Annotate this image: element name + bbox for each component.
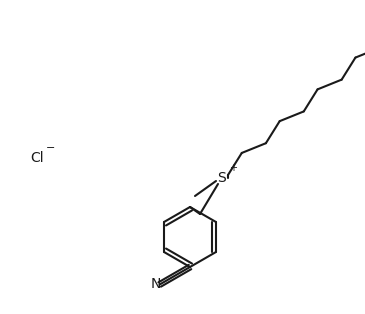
Text: N: N: [150, 278, 161, 291]
Text: Cl: Cl: [30, 151, 44, 165]
Text: +: +: [229, 163, 237, 173]
Text: S: S: [218, 171, 226, 185]
Text: −: −: [46, 143, 55, 153]
